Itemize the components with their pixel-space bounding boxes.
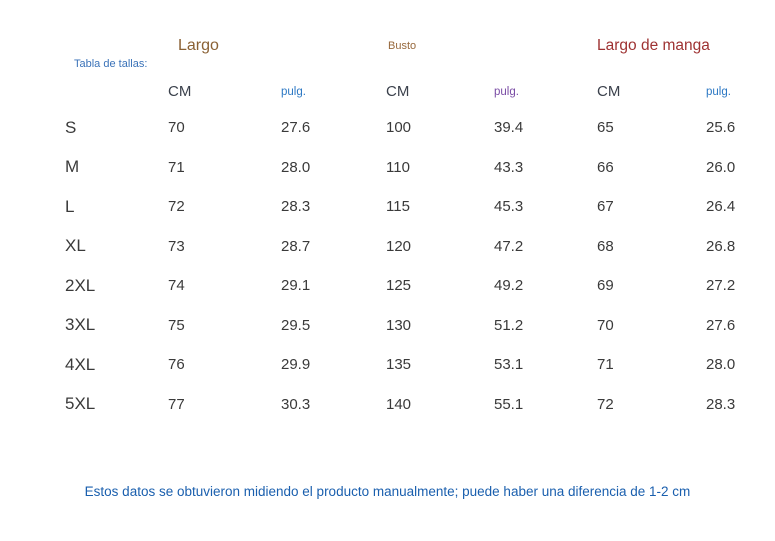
largo-cm-value: 74 bbox=[168, 277, 185, 295]
column-group-busto: Busto bbox=[388, 40, 417, 52]
measurement-disclaimer: Estos datos se obtuvieron midiendo el pr… bbox=[84, 484, 691, 499]
size-label: XL bbox=[65, 236, 86, 256]
busto-pulg-value: 51.2 bbox=[494, 316, 524, 334]
busto-pulg-value: 39.4 bbox=[494, 119, 524, 137]
manga-cm-value: 67 bbox=[597, 198, 614, 216]
manga-pulg-value: 26.8 bbox=[706, 237, 736, 255]
table-row: 3XL 75 29.5 130 51.2 70 27.6 bbox=[65, 306, 775, 346]
busto-cm-value: 120 bbox=[386, 237, 412, 255]
largo-cm-header: CM bbox=[168, 83, 192, 100]
manga-pulg-value: 26.4 bbox=[706, 198, 736, 216]
manga-pulg-value: 27.2 bbox=[706, 277, 736, 295]
table-row: S 70 27.6 100 39.4 65 25.6 bbox=[65, 108, 775, 148]
largo-cm-value: 75 bbox=[168, 316, 185, 334]
busto-pulg-value: 53.1 bbox=[494, 356, 524, 374]
manga-pulg-value: 25.6 bbox=[706, 119, 736, 137]
largo-cm-value: 71 bbox=[168, 158, 185, 176]
manga-cm-value: 65 bbox=[597, 119, 614, 137]
manga-pulg-value: 28.3 bbox=[706, 395, 736, 413]
size-label: 4XL bbox=[65, 354, 96, 374]
busto-pulg-header: pulg. bbox=[494, 85, 519, 98]
manga-cm-value: 69 bbox=[597, 277, 614, 295]
table-row: L 72 28.3 115 45.3 67 26.4 bbox=[65, 187, 775, 227]
busto-pulg-value: 47.2 bbox=[494, 237, 524, 255]
table-row: 5XL 77 30.3 140 55.1 72 28.3 bbox=[65, 385, 775, 425]
largo-cm-value: 76 bbox=[168, 356, 185, 374]
busto-cm-value: 100 bbox=[386, 119, 412, 137]
manga-cm-value: 66 bbox=[597, 158, 614, 176]
busto-cm-value: 125 bbox=[386, 277, 412, 295]
largo-pulg-value: 28.7 bbox=[281, 237, 311, 255]
size-label: 5XL bbox=[65, 394, 96, 414]
largo-pulg-value: 29.1 bbox=[281, 277, 311, 295]
busto-cm-value: 135 bbox=[386, 356, 412, 374]
largo-pulg-value: 30.3 bbox=[281, 395, 311, 413]
busto-cm-value: 115 bbox=[386, 198, 410, 216]
units-header-row: CM pulg. CM pulg. CM pulg. bbox=[65, 75, 775, 108]
manga-cm-value: 70 bbox=[597, 316, 614, 334]
largo-cm-value: 70 bbox=[168, 119, 185, 137]
largo-pulg-value: 29.9 bbox=[281, 356, 311, 374]
busto-pulg-value: 43.3 bbox=[494, 158, 524, 176]
largo-cm-value: 73 bbox=[168, 237, 185, 255]
manga-cm-value: 71 bbox=[597, 356, 614, 374]
largo-pulg-value: 29.5 bbox=[281, 316, 311, 334]
column-group-largo: Largo bbox=[178, 37, 219, 54]
column-group-largo-de-manga: Largo de manga bbox=[597, 37, 710, 54]
size-table: CM pulg. CM pulg. CM pulg. S 70 27.6 100… bbox=[0, 75, 775, 424]
table-row: 2XL 74 29.1 125 49.2 69 27.2 bbox=[65, 266, 775, 306]
size-label: 2XL bbox=[65, 275, 96, 295]
busto-pulg-value: 49.2 bbox=[494, 277, 524, 295]
manga-pulg-header: pulg. bbox=[706, 85, 731, 98]
busto-pulg-value: 45.3 bbox=[494, 198, 524, 216]
busto-cm-value: 140 bbox=[386, 395, 412, 413]
table-row: M 71 28.0 110 43.3 66 26.0 bbox=[65, 148, 775, 188]
largo-pulg-header: pulg. bbox=[281, 85, 306, 98]
largo-pulg-value: 27.6 bbox=[281, 119, 311, 137]
busto-pulg-value: 55.1 bbox=[494, 395, 524, 413]
table-title: Tabla de tallas: bbox=[74, 58, 148, 70]
largo-pulg-value: 28.0 bbox=[281, 158, 311, 176]
busto-cm-value: 130 bbox=[386, 316, 412, 334]
largo-cm-value: 72 bbox=[168, 198, 185, 216]
manga-pulg-value: 27.6 bbox=[706, 316, 736, 334]
size-label: L bbox=[65, 196, 75, 216]
size-label: S bbox=[65, 117, 77, 137]
table-row: 4XL 76 29.9 135 53.1 71 28.0 bbox=[65, 345, 775, 385]
manga-cm-header: CM bbox=[597, 83, 621, 100]
manga-pulg-value: 28.0 bbox=[706, 356, 736, 374]
size-label: M bbox=[65, 157, 80, 177]
busto-cm-header: CM bbox=[386, 83, 410, 100]
manga-cm-value: 72 bbox=[597, 395, 614, 413]
manga-pulg-value: 26.0 bbox=[706, 158, 736, 176]
size-label: 3XL bbox=[65, 315, 96, 335]
largo-pulg-value: 28.3 bbox=[281, 198, 311, 216]
largo-cm-value: 77 bbox=[168, 395, 185, 413]
table-row: XL 73 28.7 120 47.2 68 26.8 bbox=[65, 227, 775, 267]
manga-cm-value: 68 bbox=[597, 237, 614, 255]
busto-cm-value: 110 bbox=[386, 158, 410, 176]
